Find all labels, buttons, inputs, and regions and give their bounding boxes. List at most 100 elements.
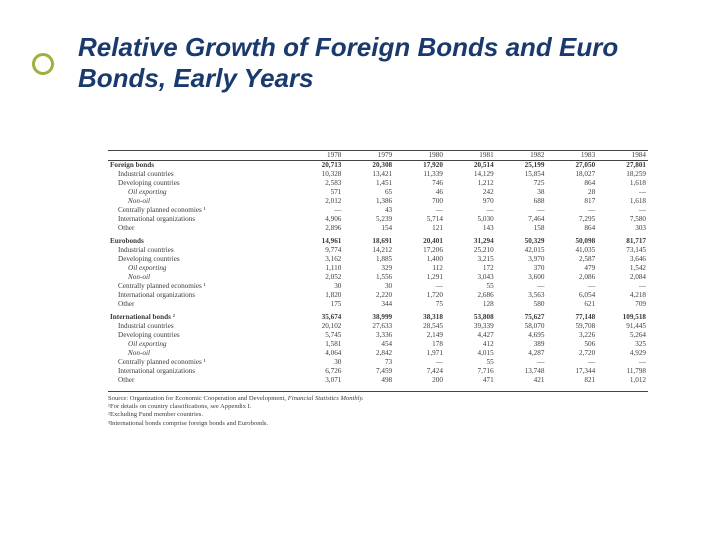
cell-value: 28 — [546, 188, 597, 197]
cell-value: 9,774 — [293, 246, 344, 255]
cell-value: 112 — [394, 264, 445, 273]
cell-value: 1,451 — [343, 179, 394, 188]
cell-value: 50,329 — [496, 237, 547, 246]
cell-value: 11,798 — [597, 367, 648, 376]
cell-value: — — [496, 282, 547, 291]
cell-value: 175 — [293, 300, 344, 309]
year-header: 1982 — [496, 151, 547, 161]
cell-value: 53,808 — [445, 313, 496, 322]
cell-value: 20,713 — [293, 161, 344, 171]
footnote-line: ³International bonds comprise foreign bo… — [108, 420, 648, 428]
cell-value: 2,084 — [597, 273, 648, 282]
table-row: Oil exporting57165462423828— — [108, 188, 648, 197]
cell-value: 2,583 — [293, 179, 344, 188]
cell-value: 13,421 — [343, 170, 394, 179]
table-row: International organizations4,9065,2395,7… — [108, 215, 648, 224]
cell-value: 1,386 — [343, 197, 394, 206]
cell-value: 42,015 — [496, 246, 547, 255]
year-header: 1981 — [445, 151, 496, 161]
row-label: Other — [108, 300, 293, 309]
table-row: International organizations1,8202,2201,7… — [108, 291, 648, 300]
year-header: 1980 — [394, 151, 445, 161]
cell-value: 81,717 — [597, 237, 648, 246]
cell-value: 128 — [445, 300, 496, 309]
cell-value: 1,542 — [597, 264, 648, 273]
cell-value: — — [597, 358, 648, 367]
table-row: Other3,0714982004714218211,012 — [108, 376, 648, 385]
row-label: Centrally planned economies ¹ — [108, 358, 293, 367]
cell-value: 30 — [343, 282, 394, 291]
cell-value: 242 — [445, 188, 496, 197]
cell-value: 121 — [394, 224, 445, 233]
cell-value: 4,929 — [597, 349, 648, 358]
cell-value: 18,027 — [546, 170, 597, 179]
cell-value: 4,287 — [496, 349, 547, 358]
cell-value: 14,212 — [343, 246, 394, 255]
row-label: International organizations — [108, 291, 293, 300]
cell-value: 59,708 — [546, 322, 597, 331]
cell-value: — — [546, 282, 597, 291]
cell-value: — — [597, 188, 648, 197]
cell-value: 329 — [343, 264, 394, 273]
cell-value: 7,295 — [546, 215, 597, 224]
cell-value: 580 — [496, 300, 547, 309]
cell-value: 178 — [394, 340, 445, 349]
cell-value: 389 — [496, 340, 547, 349]
cell-value: 498 — [343, 376, 394, 385]
cell-value: 709 — [597, 300, 648, 309]
cell-value: 38,318 — [394, 313, 445, 322]
cell-value: — — [394, 282, 445, 291]
cell-value: 1,618 — [597, 197, 648, 206]
cell-value: 5,239 — [343, 215, 394, 224]
row-label: Foreign bonds — [108, 161, 293, 171]
cell-value: 200 — [394, 376, 445, 385]
cell-value: 35,674 — [293, 313, 344, 322]
footnote-line: ²Excluding Fund member countries. — [108, 411, 648, 419]
cell-value: 1,720 — [394, 291, 445, 300]
cell-value: 172 — [445, 264, 496, 273]
cell-value: 75 — [394, 300, 445, 309]
cell-value: 3,336 — [343, 331, 394, 340]
table-footnotes: Source: Organization for Economic Cooper… — [108, 391, 648, 428]
row-label: Developing countries — [108, 331, 293, 340]
row-label: Non-oil — [108, 197, 293, 206]
cell-value: — — [496, 358, 547, 367]
table-row: Industrial countries9,77414,21217,20625,… — [108, 246, 648, 255]
cell-value: 864 — [546, 224, 597, 233]
year-header: 1978 — [293, 151, 344, 161]
cell-value: 4,906 — [293, 215, 344, 224]
cell-value: — — [445, 206, 496, 215]
year-header: 1979 — [343, 151, 394, 161]
cell-value: — — [546, 206, 597, 215]
cell-value: 27,050 — [546, 161, 597, 171]
cell-value: 7,459 — [343, 367, 394, 376]
cell-value: 2,720 — [546, 349, 597, 358]
cell-value: 20,514 — [445, 161, 496, 171]
cell-value: 30 — [293, 358, 344, 367]
cell-value: 746 — [394, 179, 445, 188]
cell-value: 700 — [394, 197, 445, 206]
cell-value: 17,344 — [546, 367, 597, 376]
footnote-line: ¹For details on country classifications,… — [108, 403, 648, 411]
row-label: Centrally planned economies ¹ — [108, 206, 293, 215]
cell-value: 2,052 — [293, 273, 344, 282]
cell-value: 4,015 — [445, 349, 496, 358]
cell-value: 817 — [546, 197, 597, 206]
cell-value: 2,842 — [343, 349, 394, 358]
cell-value: 6,726 — [293, 367, 344, 376]
row-label: Other — [108, 224, 293, 233]
cell-value: 571 — [293, 188, 344, 197]
table-row: International organizations6,7267,4597,4… — [108, 367, 648, 376]
row-label: Eurobonds — [108, 237, 293, 246]
cell-value: 30 — [293, 282, 344, 291]
cell-value: 471 — [445, 376, 496, 385]
table-row: Other2,896154121143158864303 — [108, 224, 648, 233]
cell-value: 506 — [546, 340, 597, 349]
cell-value: 325 — [597, 340, 648, 349]
table-row: Centrally planned economies ¹—43————— — [108, 206, 648, 215]
cell-value: 43 — [343, 206, 394, 215]
cell-value: 1,291 — [394, 273, 445, 282]
cell-value: 3,043 — [445, 273, 496, 282]
table-row: Non-oil2,0521,5561,2913,0433,6002,0862,0… — [108, 273, 648, 282]
row-label: Developing countries — [108, 255, 293, 264]
